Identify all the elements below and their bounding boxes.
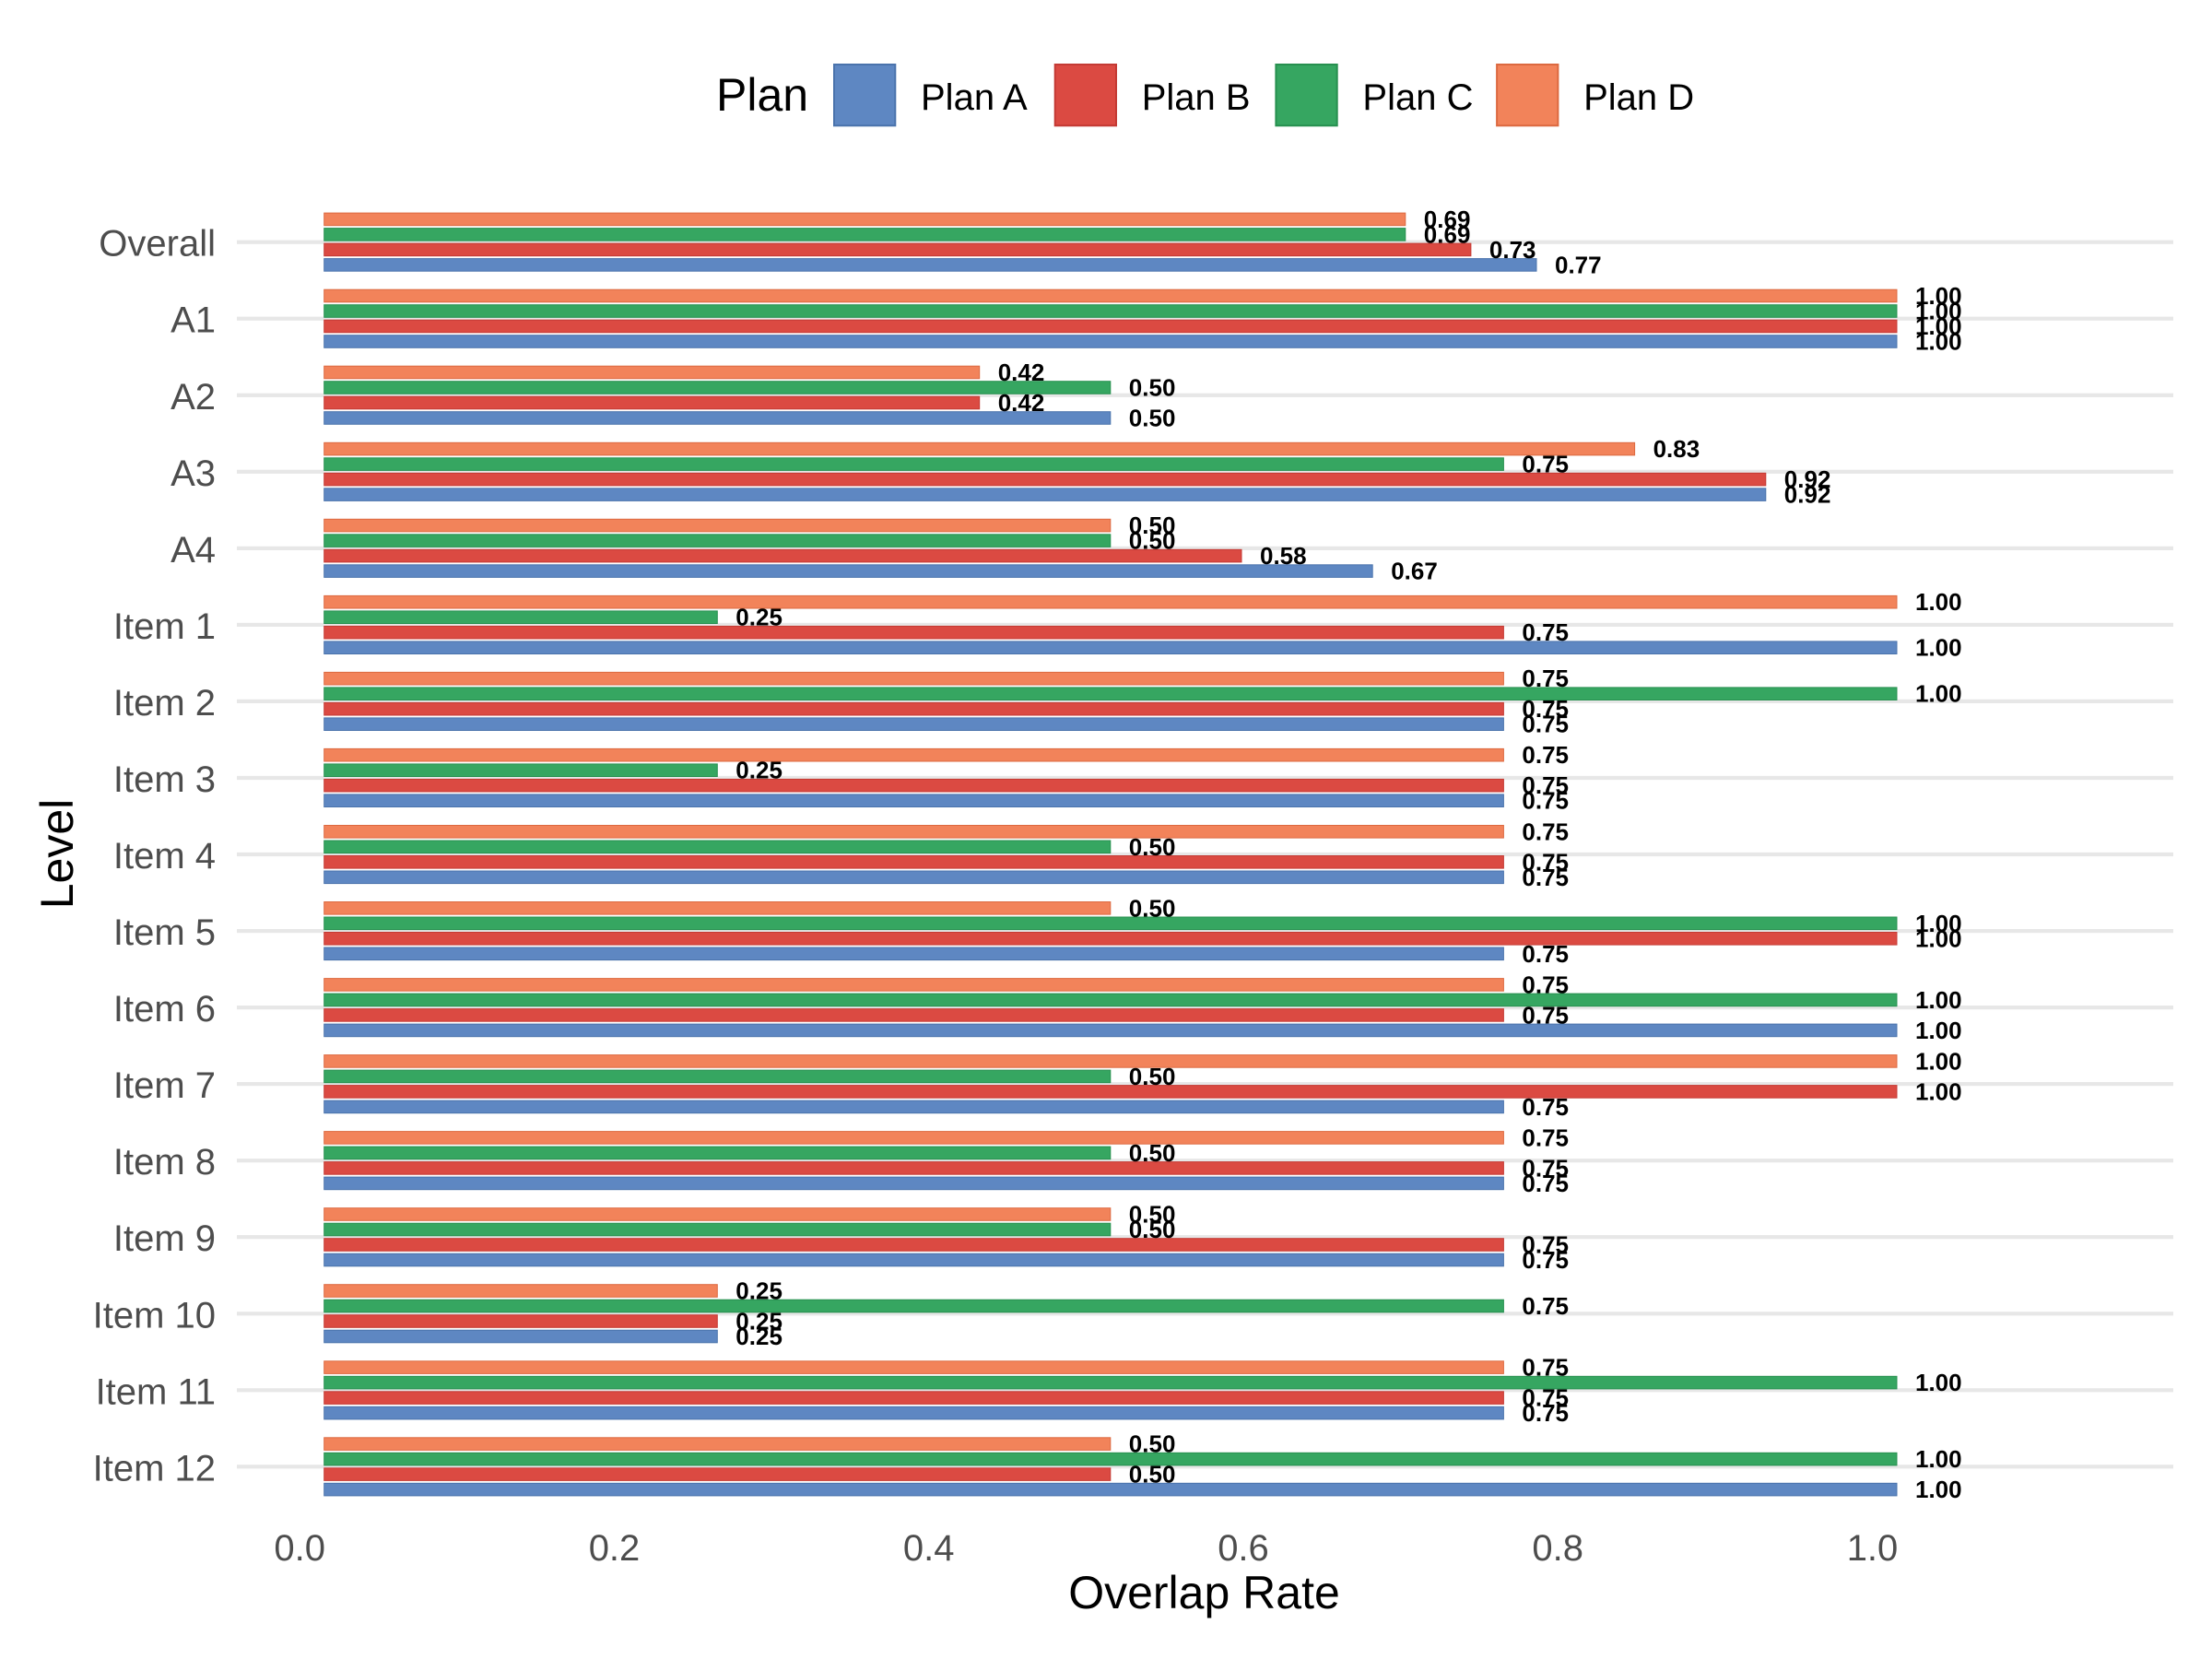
svg-text:0.50: 0.50 <box>1129 1139 1176 1167</box>
svg-text:0.75: 0.75 <box>1522 1124 1569 1151</box>
svg-text:0.83: 0.83 <box>1653 435 1700 463</box>
svg-text:0.75: 0.75 <box>1522 940 1569 968</box>
svg-text:0.69: 0.69 <box>1424 220 1471 248</box>
svg-text:1.00: 1.00 <box>1915 634 1962 662</box>
svg-text:A4: A4 <box>171 530 216 571</box>
svg-text:1.00: 1.00 <box>1915 298 1962 325</box>
svg-text:0.6: 0.6 <box>1218 1528 1269 1569</box>
svg-text:0.2: 0.2 <box>589 1528 641 1569</box>
svg-text:Level: Level <box>31 799 83 910</box>
svg-text:0.25: 0.25 <box>735 757 782 784</box>
svg-text:0.50: 0.50 <box>1129 527 1176 555</box>
svg-text:0.50: 0.50 <box>1129 1063 1176 1090</box>
svg-text:Item 11: Item 11 <box>96 1371 216 1412</box>
svg-text:1.00: 1.00 <box>1915 924 1962 952</box>
svg-text:0.75: 0.75 <box>1522 695 1569 723</box>
svg-text:Item 4: Item 4 <box>113 836 216 877</box>
svg-text:1.00: 1.00 <box>1915 1047 1962 1075</box>
svg-text:0.75: 0.75 <box>1522 741 1569 769</box>
svg-text:1.00: 1.00 <box>1915 328 1962 356</box>
svg-text:1.00: 1.00 <box>1915 986 1962 1014</box>
svg-text:Item 9: Item 9 <box>113 1218 216 1259</box>
svg-text:0.75: 0.75 <box>1522 848 1569 876</box>
svg-text:0.50: 0.50 <box>1129 405 1176 432</box>
svg-text:Item 7: Item 7 <box>113 1065 216 1106</box>
svg-text:0.25: 0.25 <box>735 1277 782 1305</box>
svg-text:0.73: 0.73 <box>1489 236 1536 264</box>
svg-text:Plan: Plan <box>716 69 808 121</box>
svg-text:0.75: 0.75 <box>1522 1001 1569 1029</box>
svg-text:0.67: 0.67 <box>1391 558 1438 585</box>
svg-text:1.00: 1.00 <box>1915 1476 1962 1503</box>
svg-text:1.00: 1.00 <box>1915 1077 1962 1105</box>
svg-text:0.50: 0.50 <box>1129 1216 1176 1243</box>
svg-text:0.69: 0.69 <box>1424 206 1471 233</box>
svg-text:0.75: 0.75 <box>1522 618 1569 646</box>
svg-text:1.0: 1.0 <box>1847 1528 1899 1569</box>
svg-text:Plan B: Plan B <box>1142 77 1251 118</box>
svg-text:0.50: 0.50 <box>1129 1201 1176 1229</box>
svg-text:0.8: 0.8 <box>1532 1528 1583 1569</box>
svg-text:Plan C: Plan C <box>1362 77 1473 118</box>
svg-text:0.75: 0.75 <box>1522 1292 1569 1320</box>
svg-text:0.25: 0.25 <box>735 1308 782 1335</box>
svg-text:0.50: 0.50 <box>1129 1430 1176 1458</box>
svg-text:A1: A1 <box>171 300 216 341</box>
svg-text:A3: A3 <box>171 453 216 494</box>
svg-text:0.75: 0.75 <box>1522 971 1569 998</box>
svg-text:Item 3: Item 3 <box>113 759 216 800</box>
svg-text:0.92: 0.92 <box>1784 481 1831 509</box>
svg-text:0.75: 0.75 <box>1522 1170 1569 1197</box>
svg-text:0.42: 0.42 <box>998 389 1045 417</box>
svg-text:Item 5: Item 5 <box>113 912 216 953</box>
svg-text:1.00: 1.00 <box>1915 282 1962 310</box>
svg-text:0.42: 0.42 <box>998 359 1045 386</box>
svg-text:0.75: 0.75 <box>1522 787 1569 815</box>
svg-text:Plan A: Plan A <box>921 77 1028 118</box>
svg-text:0.50: 0.50 <box>1129 1461 1176 1488</box>
svg-text:Item 2: Item 2 <box>113 683 216 724</box>
svg-text:0.75: 0.75 <box>1522 1246 1569 1274</box>
svg-text:1.00: 1.00 <box>1915 1369 1962 1396</box>
svg-text:0.75: 0.75 <box>1522 771 1569 799</box>
svg-text:Overlap Rate: Overlap Rate <box>1068 1567 1340 1618</box>
svg-text:0.75: 0.75 <box>1522 1093 1569 1121</box>
svg-text:1.00: 1.00 <box>1915 910 1962 937</box>
svg-text:Item 10: Item 10 <box>93 1295 216 1335</box>
svg-text:0.75: 0.75 <box>1522 818 1569 845</box>
svg-text:Item 8: Item 8 <box>113 1142 216 1182</box>
svg-text:1.00: 1.00 <box>1915 1445 1962 1473</box>
svg-text:0.50: 0.50 <box>1129 894 1176 922</box>
svg-text:Item 1: Item 1 <box>113 606 216 647</box>
svg-text:0.92: 0.92 <box>1784 465 1831 493</box>
svg-text:Item 12: Item 12 <box>93 1448 216 1488</box>
svg-text:0.25: 0.25 <box>735 1323 782 1350</box>
svg-text:0.75: 0.75 <box>1522 1231 1569 1259</box>
svg-text:0.75: 0.75 <box>1522 1354 1569 1382</box>
svg-text:1.00: 1.00 <box>1915 312 1962 340</box>
svg-text:0.25: 0.25 <box>735 604 782 631</box>
svg-text:Plan D: Plan D <box>1583 77 1694 118</box>
svg-text:0.50: 0.50 <box>1129 833 1176 861</box>
svg-text:Overall: Overall <box>99 224 216 265</box>
svg-text:0.75: 0.75 <box>1522 1399 1569 1427</box>
svg-text:0.75: 0.75 <box>1522 1384 1569 1412</box>
svg-text:0.75: 0.75 <box>1522 665 1569 692</box>
svg-text:A2: A2 <box>171 377 216 418</box>
svg-text:0.75: 0.75 <box>1522 451 1569 478</box>
svg-text:0.75: 0.75 <box>1522 864 1569 891</box>
svg-text:0.50: 0.50 <box>1129 374 1176 402</box>
svg-text:Item 6: Item 6 <box>113 989 216 1030</box>
svg-text:1.00: 1.00 <box>1915 680 1962 708</box>
svg-text:1.00: 1.00 <box>1915 588 1962 616</box>
svg-text:0.77: 0.77 <box>1555 251 1602 278</box>
svg-text:0.50: 0.50 <box>1129 512 1176 539</box>
svg-text:0.75: 0.75 <box>1522 1154 1569 1182</box>
svg-text:0.75: 0.75 <box>1522 711 1569 738</box>
svg-text:0.4: 0.4 <box>903 1528 955 1569</box>
svg-text:0.58: 0.58 <box>1260 542 1307 570</box>
svg-text:0.0: 0.0 <box>274 1528 325 1569</box>
svg-text:1.00: 1.00 <box>1915 1017 1962 1044</box>
